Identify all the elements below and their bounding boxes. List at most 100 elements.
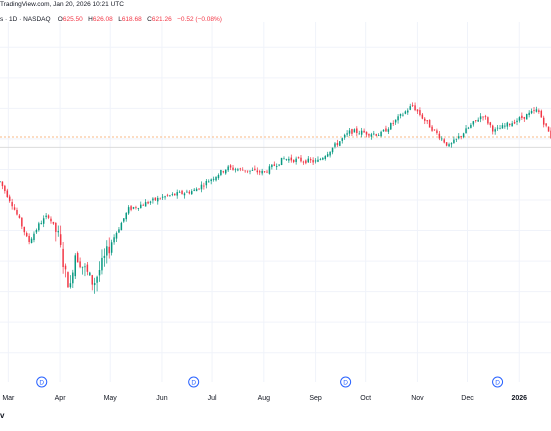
candle-body xyxy=(363,130,365,133)
candle-body xyxy=(229,165,232,168)
candle-body xyxy=(8,196,11,202)
candle-body xyxy=(278,164,280,166)
candle-body xyxy=(448,144,450,147)
candle-body xyxy=(419,110,421,115)
candle-body xyxy=(251,170,254,171)
candle-body xyxy=(373,133,375,135)
x-tick-label: Mar xyxy=(2,395,15,402)
candle-body xyxy=(273,164,276,166)
candle-body xyxy=(246,170,249,172)
candle-body xyxy=(84,266,86,268)
candle-body xyxy=(193,189,195,191)
candle-body xyxy=(433,129,436,131)
close-value: 621.26 xyxy=(151,16,172,23)
candle-body xyxy=(40,223,43,225)
candle-body xyxy=(343,134,346,138)
candle-body xyxy=(91,275,93,285)
candle-body xyxy=(499,128,501,130)
candle-body xyxy=(35,229,38,233)
candle-body xyxy=(123,218,125,222)
candle-body xyxy=(547,126,550,132)
candle-body xyxy=(511,123,513,127)
candle-body xyxy=(203,185,205,187)
x-tick-label: Apr xyxy=(55,395,67,402)
candle-body xyxy=(76,252,79,263)
candle-body xyxy=(215,176,217,181)
candle-body xyxy=(52,221,55,224)
candle-body xyxy=(336,142,339,146)
candle-body xyxy=(258,171,261,173)
x-tick-label: Jul xyxy=(208,395,217,402)
candle-body xyxy=(525,114,528,120)
candle-body xyxy=(0,181,1,183)
candle-body xyxy=(64,265,67,270)
candle-body xyxy=(302,161,305,163)
candle-body xyxy=(533,110,535,111)
x-axis: Mar Apr May Jun Jul Aug Sep Oct Nov Dec 2026 xyxy=(2,395,527,402)
candle-body xyxy=(239,168,242,170)
candle-body xyxy=(118,229,120,233)
candle-body xyxy=(297,157,300,159)
candle-body xyxy=(339,141,341,146)
candle-body xyxy=(356,128,358,133)
candle-body xyxy=(309,159,312,161)
candle-body xyxy=(210,179,212,182)
candle-body xyxy=(106,246,108,256)
candle-body xyxy=(407,110,409,113)
candle-body xyxy=(411,105,414,106)
candle-body xyxy=(166,194,169,196)
candle-body xyxy=(462,133,465,138)
candle-body xyxy=(428,119,431,128)
symbol-title: s · 1D · NASDAQ xyxy=(0,16,51,23)
dividend-marker-icon xyxy=(340,376,352,388)
change-value: −0.52 (−0.08%) xyxy=(177,16,222,23)
candle-body xyxy=(207,181,210,183)
candle-body xyxy=(28,235,30,242)
candle-body xyxy=(450,143,453,145)
candle-body xyxy=(135,207,137,208)
candle-body xyxy=(241,169,244,171)
candle-body xyxy=(312,160,314,163)
candle-body xyxy=(489,122,492,126)
candle-body xyxy=(416,109,419,112)
ohlc-legend: s · 1D · NASDAQ O625.50 H626.08 L618.68 … xyxy=(0,16,222,24)
candle-body xyxy=(147,201,149,204)
candle-body xyxy=(414,105,416,111)
candle-body xyxy=(263,171,266,173)
candle-body xyxy=(244,170,246,172)
candle-body xyxy=(530,111,533,114)
candle-body xyxy=(176,192,178,196)
candle-body xyxy=(152,198,154,201)
candle-body xyxy=(188,191,191,194)
candle-body xyxy=(283,158,285,160)
candle-body xyxy=(484,116,487,118)
candle-body xyxy=(334,143,336,147)
candle-body xyxy=(171,193,174,195)
candle-body xyxy=(115,232,118,239)
candle-body xyxy=(79,261,81,268)
candle-body xyxy=(487,117,489,124)
candle-body xyxy=(470,124,472,128)
dividend-marker-icon xyxy=(188,376,200,388)
candle-body xyxy=(181,190,183,194)
candle-body xyxy=(271,164,273,168)
candle-body xyxy=(42,218,45,224)
candle-body xyxy=(232,167,234,170)
candle-body xyxy=(224,169,227,174)
x-tick-label: May xyxy=(104,395,118,402)
candle-body xyxy=(120,222,123,231)
candle-body xyxy=(195,188,198,192)
candle-body xyxy=(424,118,426,121)
x-tick-label: Dec xyxy=(461,395,474,402)
candle-body xyxy=(47,215,50,218)
candle-body xyxy=(385,128,387,132)
close-label: C xyxy=(147,16,152,23)
candle-body xyxy=(81,266,84,268)
candle-body xyxy=(516,120,518,123)
candle-body xyxy=(319,159,322,161)
candle-body xyxy=(98,270,101,276)
low-value: 618.68 xyxy=(121,16,142,23)
candle-body xyxy=(453,139,455,144)
candle-body xyxy=(280,157,283,166)
